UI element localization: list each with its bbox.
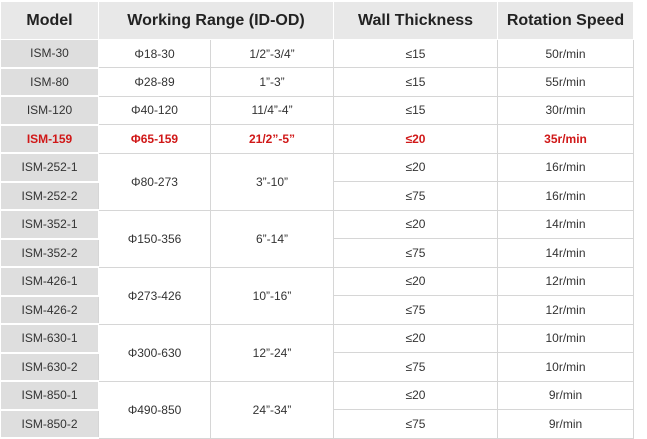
wall-cell: ≤75 <box>333 409 499 439</box>
speed-cell: 12r/min <box>497 295 635 325</box>
table-row: ISM-252-2 ≤75 16r/min <box>0 181 635 211</box>
wall-cell: ≤20 <box>333 266 499 296</box>
model-cell: ISM-630-1 <box>0 323 99 354</box>
range-cell: Φ490-850 <box>98 380 211 439</box>
range-cell: Φ300-630 <box>98 323 211 382</box>
speed-cell: 30r/min <box>497 95 635 125</box>
model-cell: ISM-850-2 <box>0 409 99 439</box>
table-body: ISM-30 Φ18-30 1/2”-3/4” ≤15 50r/min ISM-80 Φ28… <box>0 39 635 439</box>
wall-cell: ≤15 <box>333 39 499 68</box>
inch-cell: 11/4”-4” <box>209 95 335 125</box>
model-cell: ISM-30 <box>0 39 99 69</box>
table-row: ISM-426-1 Φ273-426 10”-16” ≤20 12r/min <box>0 266 635 325</box>
speed-cell: 55r/min <box>497 67 635 97</box>
model-cell: ISM-252-2 <box>0 181 99 211</box>
table-row: ISM-630-2 ≤75 10r/min <box>0 352 635 382</box>
wall-cell: ≤20 <box>333 209 499 239</box>
model-cell: ISM-426-2 <box>0 295 99 325</box>
range-cell: Φ150-356 <box>98 209 211 268</box>
wall-cell: ≤75 <box>333 238 499 268</box>
inch-cell: 6”-14” <box>209 209 335 268</box>
table-row: ISM-252-1 Φ80-273 3”-10” ≤20 16r/min <box>0 152 635 211</box>
header-cell: Wall Thickness <box>333 1 499 40</box>
speed-cell: 9r/min <box>497 409 635 439</box>
wall-cell: ≤20 <box>333 152 499 182</box>
table-row: ISM-352-1 Φ150-356 6”-14” ≤20 14r/min <box>0 209 635 268</box>
inch-cell: 1”-3” <box>209 67 335 97</box>
table-row: ISM-352-2 ≤75 14r/min <box>0 238 635 268</box>
range-cell: Φ28-89 <box>98 67 211 97</box>
inch-cell: 10”-16” <box>209 266 335 325</box>
range-cell: Φ18-30 <box>98 39 211 68</box>
model-cell: ISM-159 <box>0 124 99 154</box>
model-cell: ISM-850-1 <box>0 380 99 411</box>
model-cell: ISM-426-1 <box>0 266 99 297</box>
wall-cell: ≤20 <box>333 380 499 410</box>
range-cell: Φ273-426 <box>98 266 211 325</box>
range-cell: Φ80-273 <box>98 152 211 211</box>
range-cell: Φ65-159 <box>98 124 211 154</box>
speed-cell: 12r/min <box>497 266 635 296</box>
speed-cell: 14r/min <box>497 209 635 239</box>
header-cell: Model <box>0 1 99 40</box>
wall-cell: ≤20 <box>333 124 499 154</box>
table-row: ISM-80 Φ28-89 1”-3” ≤15 55r/min <box>0 67 635 97</box>
inch-cell: 1/2”-3/4” <box>209 39 335 68</box>
header-cell: Working Range (ID-OD) <box>97 1 335 40</box>
speed-cell: 16r/min <box>497 152 635 182</box>
model-cell: ISM-80 <box>0 67 99 97</box>
inch-cell: 3”-10” <box>209 152 335 211</box>
speed-cell: 50r/min <box>497 39 635 68</box>
inch-cell: 12”-24” <box>209 323 335 382</box>
table-row: ISM-426-2 ≤75 12r/min <box>0 295 635 325</box>
spec-table: Model Working Range (ID-OD) Wall Thickne… <box>0 1 635 439</box>
inch-cell: 24”-34” <box>209 380 335 439</box>
model-cell: ISM-630-2 <box>0 352 99 382</box>
wall-cell: ≤75 <box>333 352 499 382</box>
speed-cell: 10r/min <box>497 323 635 353</box>
table-row: ISM-850-1 Φ490-850 24”-34” ≤20 9r/min <box>0 380 635 439</box>
model-cell: ISM-120 <box>0 95 99 126</box>
header-row: Model Working Range (ID-OD) Wall Thickne… <box>0 1 635 40</box>
header-cell: Rotation Speed <box>497 1 635 40</box>
wall-cell: ≤15 <box>333 95 499 125</box>
table-row: ISM-30 Φ18-30 1/2”-3/4” ≤15 50r/min <box>0 39 635 69</box>
range-cell: Φ40-120 <box>98 95 211 125</box>
wall-cell: ≤20 <box>333 323 499 353</box>
inch-cell: 21/2”-5” <box>209 124 335 154</box>
wall-cell: ≤75 <box>333 295 499 325</box>
speed-cell: 14r/min <box>497 238 635 268</box>
wall-cell: ≤75 <box>333 181 499 211</box>
speed-cell: 16r/min <box>497 181 635 211</box>
table-row: ISM-120 Φ40-120 11/4”-4” ≤15 30r/min <box>0 95 635 126</box>
speed-cell: 10r/min <box>497 352 635 382</box>
wall-cell: ≤15 <box>333 67 499 97</box>
model-cell: ISM-352-1 <box>0 209 99 240</box>
table-row: ISM-630-1 Φ300-630 12”-24” ≤20 10r/min <box>0 323 635 382</box>
model-cell: ISM-252-1 <box>0 152 99 183</box>
speed-cell: 9r/min <box>497 380 635 410</box>
model-cell: ISM-352-2 <box>0 238 99 268</box>
speed-cell: 35r/min <box>497 124 635 154</box>
table-row: ISM-159 Φ65-159 21/2”-5” ≤20 35r/min <box>0 124 635 154</box>
